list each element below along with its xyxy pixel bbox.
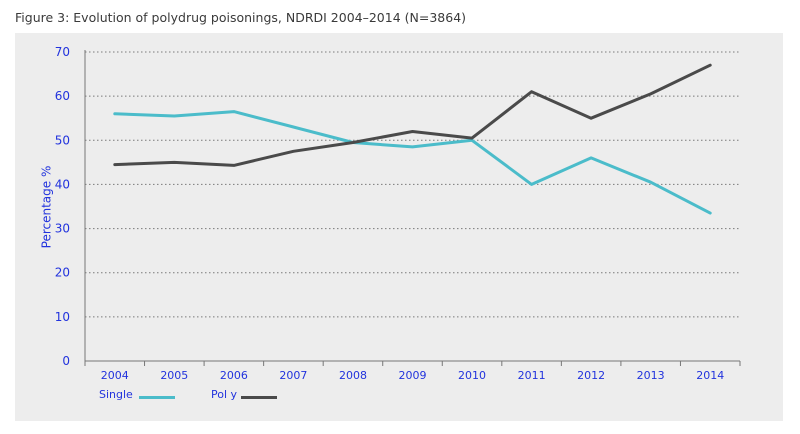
legend-label-single: Single [99,388,133,401]
y-tick-label-0: 0 [62,354,70,368]
x-tick-label-2005: 2005 [160,369,188,382]
x-tick-label-2011: 2011 [518,369,546,382]
y-tick-label-70: 70 [55,45,70,59]
legend-swatch-poly [241,396,277,399]
grid-lines [85,51,740,318]
x-tick-label-2007: 2007 [279,369,307,382]
series-line-poly [113,63,712,167]
legend-item-poly: Pol y [211,388,277,406]
axes [84,50,741,366]
x-tick-labels: 2004 2005 2006 2007 2008 2009 2010 2011 2012 2013… [101,369,724,382]
series-lines [113,63,712,215]
y-tick-label-40: 40 [55,177,70,191]
x-tick-label-2014: 2014 [696,369,724,382]
figure-title: Figure 3: Evolution of polydrug poisonin… [15,10,467,25]
y-tick-label-60: 60 [55,89,70,103]
x-tick-label-2013: 2013 [637,369,665,382]
line-chart: 0 10 20 30 40 50 60 70 2004 2005 2006 2007 2008 2009… [55,45,741,382]
legend-swatch-single [139,396,175,399]
x-tick-label-2010: 2010 [458,369,486,382]
y-tick-label-10: 10 [55,310,70,324]
y-axis-label: Percentage % [38,165,53,248]
x-tick-label-2008: 2008 [339,369,367,382]
y-tick-labels: 0 10 20 30 40 50 60 70 [55,45,70,368]
x-tick-label-2004: 2004 [101,369,129,382]
x-tick-label-2009: 2009 [399,369,427,382]
y-tick-label-20: 20 [55,266,70,280]
y-tick-label-30: 30 [55,222,70,236]
legend-label-poly: Pol y [211,388,238,401]
series-line-single [113,110,712,215]
chart-panel: 0 10 20 30 40 50 60 70 2004 2005 2006 2007 2008 2009… [15,33,783,421]
y-tick-label-50: 50 [55,133,70,147]
x-tick-label-2012: 2012 [577,369,605,382]
legend-item-single: Single [99,388,175,406]
x-tick-label-2006: 2006 [220,369,248,382]
